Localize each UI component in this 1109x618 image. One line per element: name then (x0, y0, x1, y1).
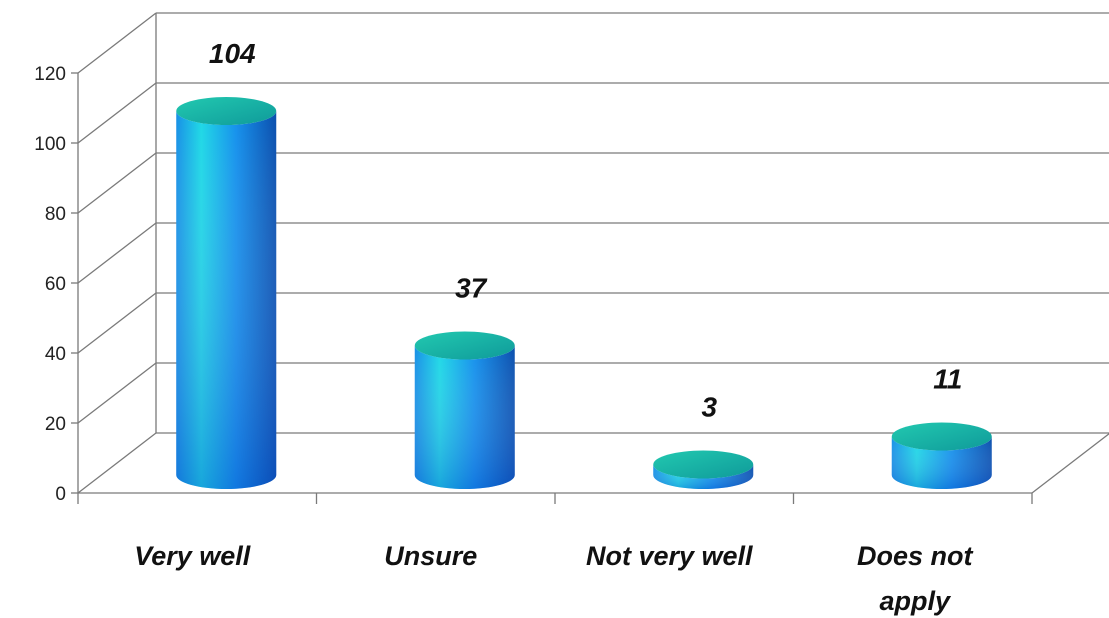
x-category-label: Not very well (586, 541, 753, 571)
bar-top (414, 331, 515, 360)
data-label: 3 (701, 392, 717, 423)
y-tick-label: 60 (45, 274, 66, 295)
chart-bars (176, 97, 992, 490)
y-tick-label: 80 (45, 204, 66, 225)
y-tick-label: 100 (34, 134, 66, 155)
y-tick-label: 120 (34, 64, 66, 85)
chart-labels: 104 Very well 37 Unsure 3 Not very well 11 Does… (134, 38, 973, 616)
bar-1 (414, 331, 515, 490)
chart-axes: 0 20 40 60 80 100 120 (34, 12, 1109, 505)
floor-right-edge (1031, 432, 1109, 494)
gridline-side (77, 12, 157, 74)
gridline-side (77, 222, 157, 284)
gridline-side (77, 362, 157, 424)
gridline-side (77, 152, 157, 214)
bar-2 (653, 450, 754, 490)
y-tick-label: 0 (55, 484, 66, 505)
data-label: 104 (209, 38, 256, 69)
data-label: 37 (455, 273, 488, 304)
gridline-side (77, 292, 157, 354)
bar-shading (891, 436, 992, 490)
x-category-label: Very well (134, 541, 251, 571)
bar-shading (414, 345, 515, 490)
gridline-side (77, 432, 157, 494)
y-tick-label: 40 (45, 344, 66, 365)
bar-top (891, 422, 992, 451)
data-label: 11 (933, 364, 962, 395)
y-tick-label: 20 (45, 414, 66, 435)
gridline-side (77, 82, 157, 144)
bar-top (176, 97, 277, 125)
bar-top (653, 450, 754, 479)
x-category-label: Unsure (384, 541, 477, 571)
x-category-label: Does not apply (857, 541, 974, 616)
bar-shading (653, 464, 754, 490)
bar-3 (891, 422, 992, 490)
bar-0 (176, 97, 277, 490)
bar-shading (176, 111, 277, 490)
